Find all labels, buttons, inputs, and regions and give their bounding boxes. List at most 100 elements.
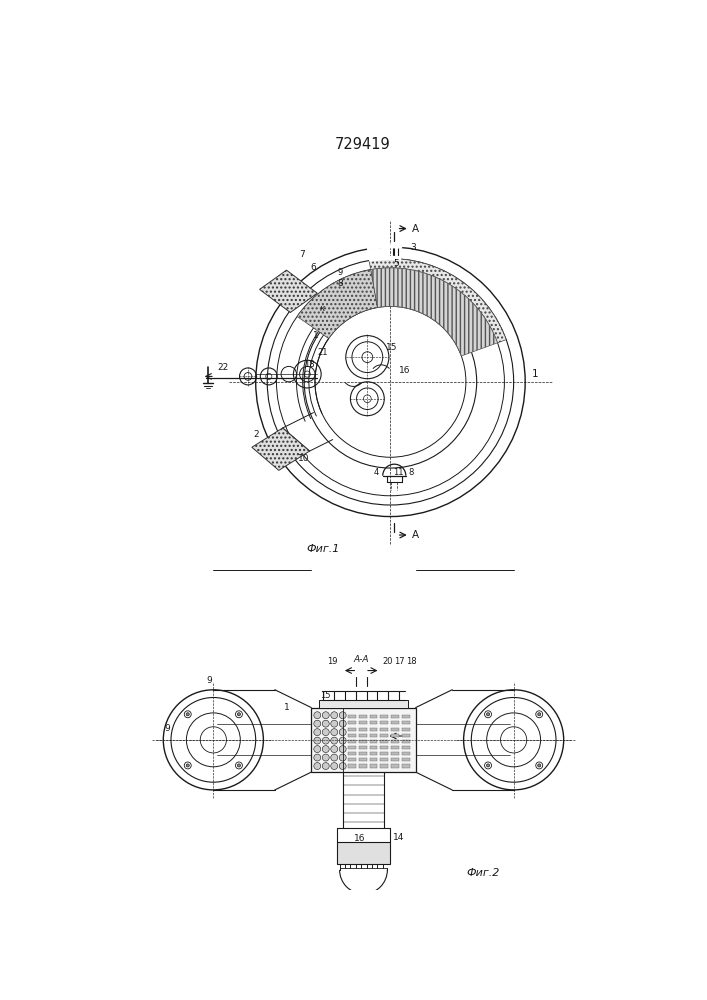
Bar (348, 746, 356, 749)
Circle shape (538, 713, 541, 716)
Text: 11: 11 (393, 468, 404, 477)
Circle shape (314, 763, 321, 769)
Polygon shape (252, 428, 310, 470)
Bar (370, 721, 378, 724)
Bar (391, 740, 399, 743)
Text: A: A (412, 224, 419, 234)
Bar (391, 764, 399, 768)
Text: 9: 9 (164, 724, 170, 733)
Text: Фиг.2: Фиг.2 (466, 868, 500, 878)
Text: 15: 15 (320, 691, 330, 700)
Circle shape (314, 720, 321, 727)
Circle shape (339, 754, 346, 761)
Circle shape (186, 764, 189, 767)
Circle shape (314, 729, 321, 736)
Bar (391, 758, 399, 761)
Bar (402, 715, 409, 718)
Circle shape (322, 746, 329, 753)
Bar (391, 728, 399, 731)
Text: к: к (320, 304, 325, 313)
Text: 9: 9 (338, 268, 343, 277)
Text: 19: 19 (327, 657, 338, 666)
Circle shape (331, 737, 338, 744)
Bar (380, 758, 388, 761)
Bar (348, 734, 356, 737)
Circle shape (331, 746, 338, 753)
Circle shape (238, 713, 240, 716)
Text: 15: 15 (386, 343, 398, 352)
Bar (391, 746, 399, 749)
Bar (348, 740, 356, 743)
Bar (380, 752, 388, 755)
Text: 16: 16 (354, 834, 366, 843)
Bar (370, 746, 378, 749)
Text: A: A (412, 530, 419, 540)
Bar (359, 715, 366, 718)
Text: 729419: 729419 (335, 137, 390, 152)
Bar (391, 715, 399, 718)
Circle shape (314, 712, 321, 719)
Bar (359, 752, 366, 755)
Bar (402, 752, 409, 755)
Bar (348, 728, 356, 731)
Bar (311, 708, 416, 772)
Text: 7: 7 (299, 250, 305, 259)
Circle shape (339, 737, 346, 744)
Bar (402, 740, 409, 743)
Bar (319, 700, 408, 708)
Bar (370, 752, 378, 755)
Text: 8: 8 (337, 279, 344, 288)
Circle shape (538, 764, 541, 767)
Bar (370, 728, 378, 731)
Text: 14: 14 (392, 833, 404, 842)
Wedge shape (369, 259, 506, 343)
Bar (380, 715, 388, 718)
Bar (359, 746, 366, 749)
Bar (359, 758, 366, 761)
Text: 22: 22 (217, 363, 228, 372)
Bar (359, 764, 366, 768)
Bar (370, 764, 378, 768)
Bar (402, 721, 409, 724)
Bar (402, 728, 409, 731)
Text: 6: 6 (310, 263, 316, 272)
Text: A-A: A-A (354, 655, 369, 664)
Text: 1: 1 (313, 331, 319, 340)
Text: Фиг.1: Фиг.1 (306, 544, 339, 554)
Text: 9: 9 (206, 676, 212, 685)
Bar (380, 746, 388, 749)
Circle shape (339, 712, 346, 719)
Bar (348, 758, 356, 761)
Bar (370, 715, 378, 718)
Circle shape (339, 763, 346, 769)
Bar (359, 734, 366, 737)
Circle shape (314, 754, 321, 761)
Circle shape (322, 729, 329, 736)
Text: 18: 18 (304, 360, 315, 369)
Bar (402, 746, 409, 749)
Text: 4: 4 (373, 468, 378, 477)
Circle shape (331, 729, 338, 736)
Bar (370, 740, 378, 743)
Text: 3: 3 (411, 243, 416, 252)
Circle shape (331, 763, 338, 769)
Circle shape (486, 764, 489, 767)
Bar (380, 734, 388, 737)
Bar (380, 740, 388, 743)
Text: 18: 18 (406, 657, 416, 666)
Bar (402, 758, 409, 761)
Circle shape (331, 720, 338, 727)
Bar (402, 734, 409, 737)
Circle shape (322, 737, 329, 744)
Text: 21: 21 (317, 348, 328, 357)
Text: 20: 20 (383, 657, 393, 666)
Bar (391, 734, 399, 737)
Polygon shape (259, 270, 317, 312)
Bar (380, 764, 388, 768)
Text: 10: 10 (298, 454, 310, 463)
Bar (348, 764, 356, 768)
Bar (402, 764, 409, 768)
Circle shape (322, 712, 329, 719)
Polygon shape (337, 842, 390, 864)
Bar (359, 721, 366, 724)
